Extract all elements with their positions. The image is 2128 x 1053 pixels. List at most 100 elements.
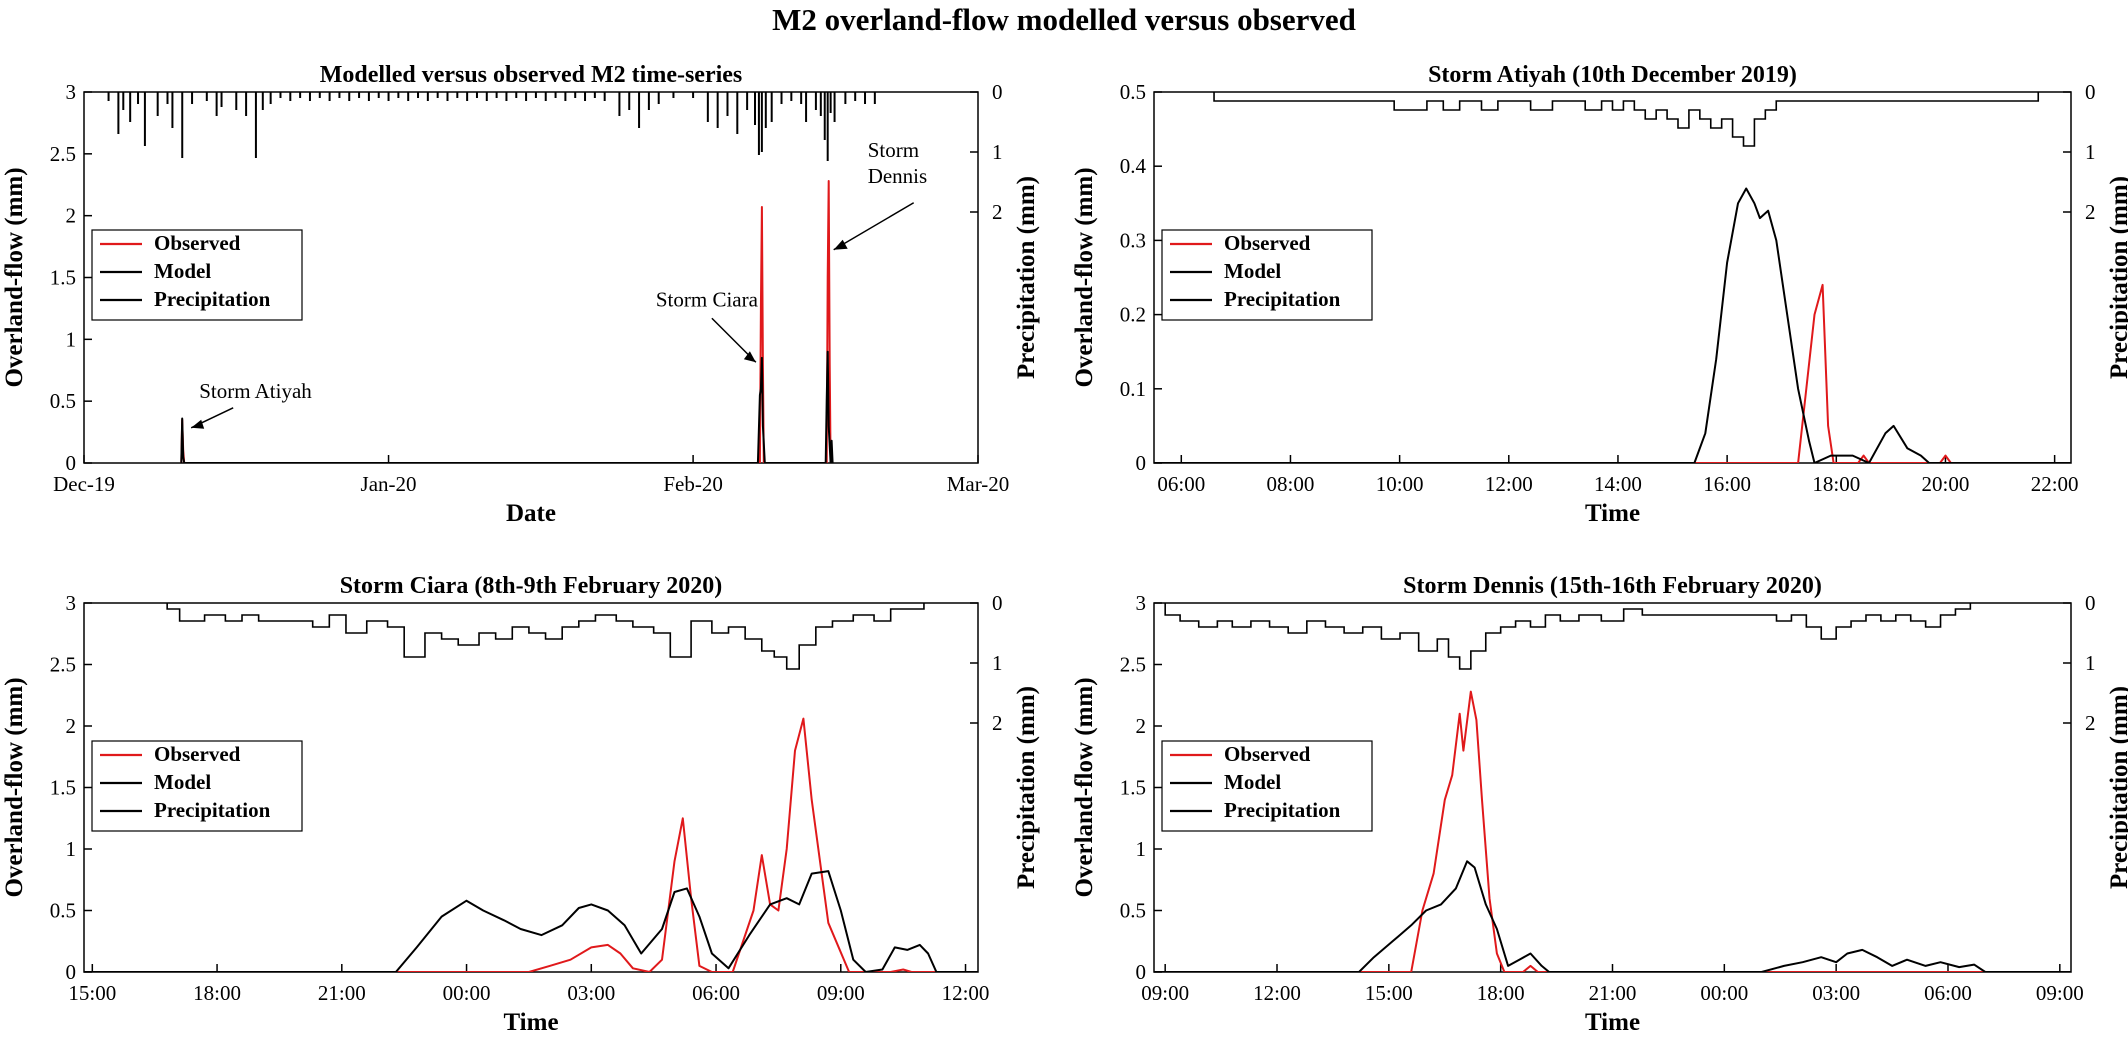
y-tick-label: 0.2 (1120, 303, 1146, 327)
observed-line (180, 180, 832, 463)
precipitation-line (166, 603, 925, 670)
panel-storm-ciara: Storm Ciara (8th-9th February 2020) 0 0.5 1… (1, 573, 1040, 1036)
annotation-text: Storm Atiyah (199, 379, 312, 403)
y-axis-label: Overland-flow (mm) (1, 677, 28, 897)
observed-line (1154, 690, 2071, 972)
x-tick-label: 12:00 (942, 981, 990, 1005)
y2-tick-label: 1 (2085, 140, 2096, 164)
x-tick-label: 18:00 (193, 981, 241, 1005)
y2-tick-label: 1 (992, 140, 1003, 164)
y2-axis-label: Precipitation (mm) (1013, 176, 1040, 379)
y-axis-label: Overland-flow (mm) (1071, 167, 1098, 387)
y-tick-label: 0.5 (1120, 80, 1146, 104)
x-tick-label: 14:00 (1594, 472, 1642, 496)
x-tick-label: 12:00 (1253, 981, 1301, 1005)
legend-label: Precipitation (154, 287, 271, 311)
x-tick-label: Dec-19 (53, 472, 115, 496)
legend-box (91, 229, 303, 321)
precipitation-line (1164, 603, 1972, 670)
model-line (84, 870, 978, 972)
x-tick-label: Jan-20 (361, 472, 417, 496)
annotation-text: Storm (868, 138, 919, 162)
y-tick-label: 1.5 (50, 776, 76, 800)
legend-label: Precipitation (154, 798, 271, 822)
annotation-text: Dennis (868, 164, 928, 188)
y-tick-label: 1 (66, 327, 77, 351)
y2-tick-label: 0 (2085, 80, 2096, 104)
y2-tick-label: 1 (2085, 651, 2096, 675)
x-tick-label: 18:00 (1812, 472, 1860, 496)
y-tick-label: 0 (1136, 960, 1147, 984)
legend-label: Model (154, 259, 211, 283)
legend-label: Precipitation (1224, 798, 1341, 822)
y2-tick-label: 1 (992, 651, 1003, 675)
y-tick-label: 3 (66, 80, 77, 104)
annotation-arrowhead (743, 351, 756, 363)
x-axis-label: Time (1585, 500, 1640, 527)
y-tick-label: 3 (1136, 591, 1147, 615)
legend-label: Observed (1224, 231, 1311, 255)
panel-title: Modelled versus observed M2 time-series (320, 62, 743, 88)
y-tick-label: 3 (66, 591, 77, 615)
annotation-arrow (833, 202, 915, 251)
y2-tick-label: 2 (2085, 711, 2096, 735)
y-tick-label: 1.5 (50, 266, 76, 290)
legend-label: Model (154, 770, 211, 794)
y-tick-label: 2.5 (1120, 653, 1146, 677)
y2-tick-label: 0 (992, 591, 1003, 615)
panel-title: Storm Ciara (8th-9th February 2020) (340, 573, 723, 599)
x-axis-label: Time (1585, 1009, 1640, 1036)
x-axis-label: Date (506, 500, 556, 527)
y-tick-label: 0.5 (50, 899, 76, 923)
x-tick-label: 08:00 (1267, 472, 1315, 496)
y-tick-label: 1 (1136, 837, 1147, 861)
y-tick-label: 2.5 (50, 142, 76, 166)
x-tick-label: 21:00 (318, 981, 366, 1005)
y2-axis-label: Precipitation (mm) (1013, 686, 1040, 889)
x-tick-label: 09:00 (1141, 981, 1189, 1005)
x-tick-label: 18:00 (1477, 981, 1525, 1005)
y-axis-label: Overland-flow (mm) (1071, 677, 1098, 897)
precipitation-line (1213, 92, 2040, 147)
x-tick-label: 16:00 (1703, 472, 1751, 496)
legend-label: Model (1224, 259, 1281, 283)
x-axis-label: Time (503, 1009, 558, 1036)
y2-axis-label: Precipitation (mm) (2106, 686, 2128, 889)
x-tick-label: 10:00 (1376, 472, 1424, 496)
x-tick-label: 06:00 (1157, 472, 1205, 496)
legend-label: Observed (1224, 742, 1311, 766)
panel-title: Storm Dennis (15th-16th February 2020) (1403, 573, 1822, 599)
panel-storm-atiyah: Storm Atiyah (10th December 2019) 0 0.1 0.2… (1071, 62, 2128, 527)
y-tick-label: 2 (66, 714, 77, 738)
panel-storm-dennis: Storm Dennis (15th-16th February 2020)00… (1071, 573, 2128, 1036)
annotation: Storm Ciara (656, 287, 759, 363)
x-tick-label: 00:00 (443, 981, 491, 1005)
x-tick-label: Feb-20 (663, 472, 723, 496)
legend-label: Observed (154, 231, 241, 255)
y-tick-label: 0 (66, 960, 77, 984)
x-tick-label: 03:00 (1812, 981, 1860, 1005)
y2-tick-label: 2 (2085, 200, 2096, 224)
legend-label: Observed (154, 742, 241, 766)
y-tick-label: 0 (66, 451, 77, 475)
annotation-text: Storm Ciara (656, 287, 759, 311)
x-tick-label: 22:00 (2031, 472, 2079, 496)
y-tick-label: 2 (66, 204, 77, 228)
y-tick-label: 0.5 (1120, 899, 1146, 923)
annotation: Storm Atiyah (190, 379, 312, 429)
panel-timeseries: Modelled versus observed M2 time-series 0… (1, 62, 1040, 527)
y2-tick-label: 0 (992, 80, 1003, 104)
x-tick-label: 06:00 (692, 981, 740, 1005)
model-line (1154, 860, 2071, 972)
y-tick-label: 0.3 (1120, 228, 1146, 252)
y-axis-label: Overland-flow (mm) (1, 167, 28, 387)
annotation-arrowhead (833, 239, 848, 250)
x-tick-label: 06:00 (1924, 981, 1972, 1005)
observed-line (84, 717, 978, 972)
y2-axis-label: Precipitation (mm) (2106, 176, 2128, 379)
y2-tick-label: 2 (992, 711, 1003, 735)
x-tick-label: Mar-20 (947, 472, 1010, 496)
